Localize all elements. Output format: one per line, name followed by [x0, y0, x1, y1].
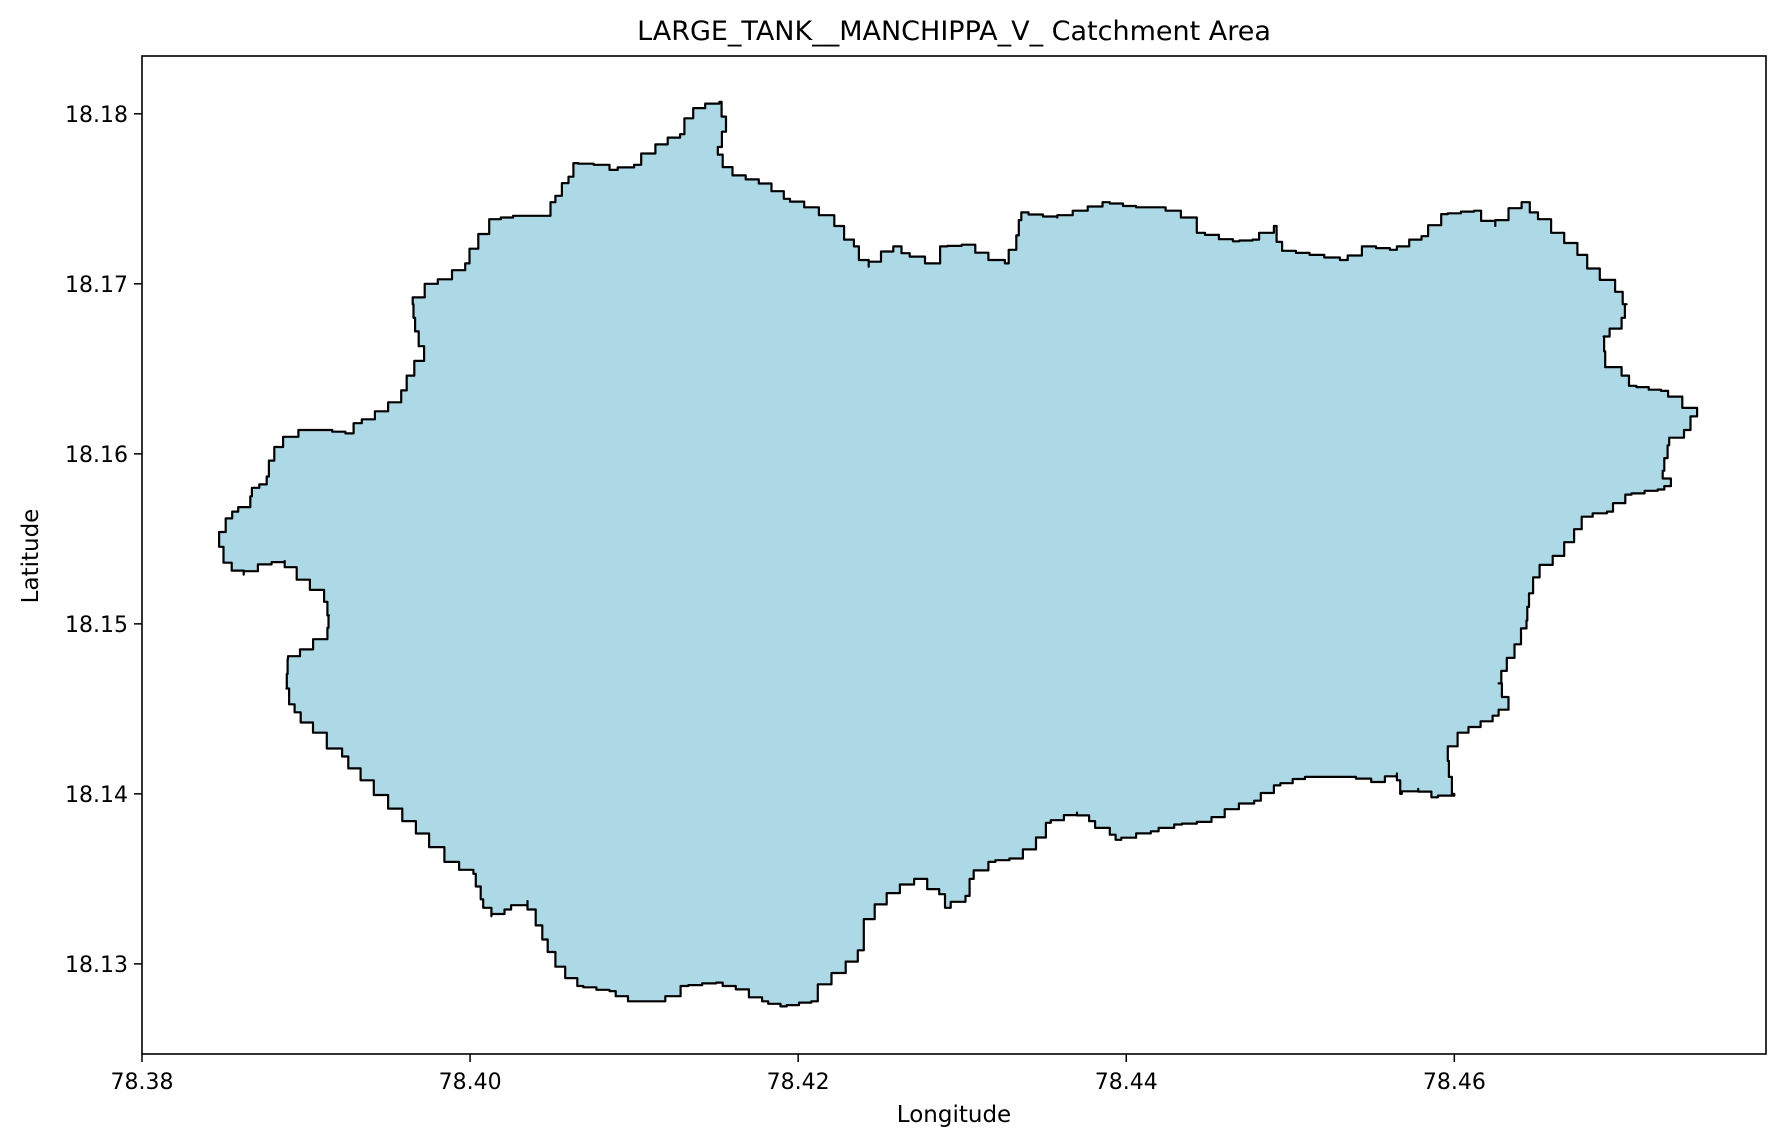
y-tick-label: 18.13 [65, 953, 128, 978]
y-tick-label: 18.15 [65, 613, 128, 638]
y-axis-ticks: 18.13 18.14 18.15 18.16 18.17 18.18 [65, 103, 142, 978]
x-axis-label: Longitude [897, 1102, 1011, 1128]
x-tick-label: 78.40 [439, 1070, 502, 1095]
x-axis-ticks: 78.38 78.40 78.42 78.44 78.46 [111, 1054, 1486, 1095]
axes-frame [141, 55, 1767, 1055]
plot-area [218, 100, 1699, 1008]
catchment-area-polygon [218, 100, 1699, 1008]
y-tick-label: 18.16 [65, 443, 128, 468]
y-tick-label: 18.14 [65, 783, 128, 808]
y-axis-label: Latitude [18, 509, 44, 604]
chart-title: LARGE_TANK__MANCHIPPA_V_ Catchment Area [637, 16, 1271, 47]
y-tick-label: 18.18 [65, 103, 128, 128]
x-tick-label: 78.44 [1095, 1070, 1158, 1095]
x-tick-label: 78.38 [111, 1070, 174, 1095]
y-tick-label: 18.17 [65, 273, 128, 298]
x-tick-label: 78.46 [1423, 1070, 1486, 1095]
x-tick-label: 78.42 [767, 1070, 830, 1095]
